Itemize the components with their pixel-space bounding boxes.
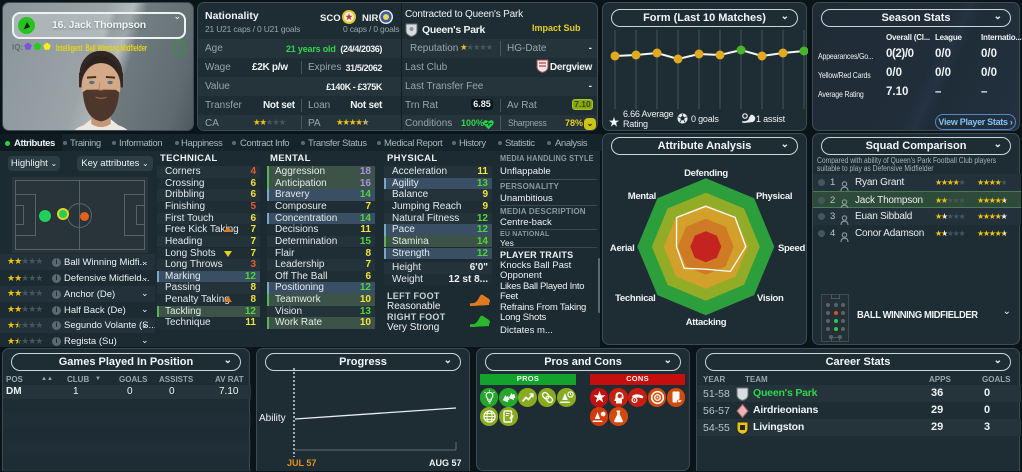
svg-text:Aerial: Aerial	[610, 243, 635, 254]
svg-text:Vision: Vision	[757, 293, 784, 304]
svg-text:Mental: Mental	[628, 191, 656, 202]
svg-text:Attacking: Attacking	[686, 317, 727, 328]
svg-text:Defending: Defending	[684, 168, 728, 179]
svg-text:Technical: Technical	[615, 293, 655, 304]
svg-text:Speed: Speed	[778, 243, 806, 254]
svg-text:Physical: Physical	[756, 191, 792, 202]
